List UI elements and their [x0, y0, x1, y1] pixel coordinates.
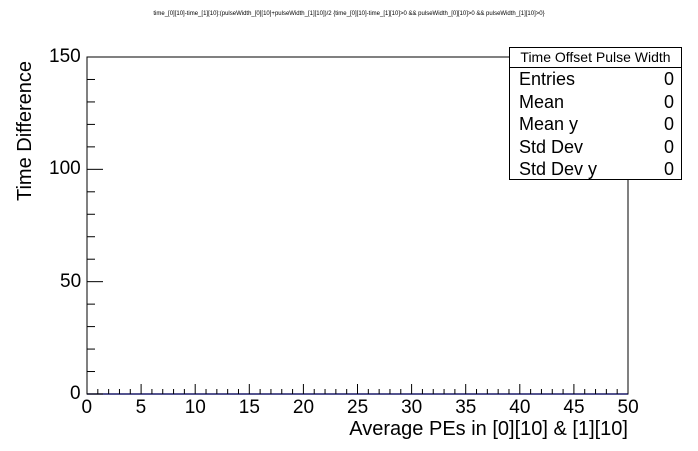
x-tick-label: 0	[81, 397, 93, 418]
stats-label-std-dev: Std Dev	[519, 136, 584, 157]
stats-row: Std Dev 0	[510, 136, 681, 159]
stats-value-std-dev-y: 0	[663, 159, 674, 179]
x-tick-label: 30	[401, 397, 423, 418]
x-tick-label: 5	[135, 397, 147, 418]
stats-row: Entries 0	[510, 68, 681, 91]
y-tick-label: 50	[60, 270, 82, 292]
stats-value-entries: 0	[663, 69, 674, 89]
y-tick-label: 100	[49, 158, 81, 180]
x-tick-label: 10	[184, 397, 206, 418]
stats-row: Mean 0	[510, 91, 681, 114]
y-axis-title: Time Difference	[14, 60, 36, 201]
stats-value-std-dev: 0	[663, 136, 674, 157]
x-tick-label: 15	[238, 397, 260, 418]
x-axis-title: Average PEs in [0][10] & [1][10]	[349, 418, 628, 440]
stats-value-mean: 0	[663, 91, 674, 112]
x-tick-label: 40	[509, 397, 531, 418]
x-tick-label: 20	[292, 397, 315, 418]
stats-label-std-dev-y: Std Dev y	[519, 159, 598, 179]
stats-label-mean-y: Mean y	[519, 114, 579, 134]
stats-label-mean: Mean	[519, 91, 565, 112]
x-tick-label: 45	[563, 397, 585, 418]
x-tick-label: 35	[455, 397, 477, 418]
stats-row: Std Dev y 0	[510, 158, 681, 181]
stats-box: Time Offset Pulse Width Entries 0 Mean 0…	[509, 47, 682, 180]
stats-value-mean-y: 0	[663, 114, 674, 134]
x-tick-label: 50	[617, 397, 639, 418]
stats-label-entries: Entries	[519, 69, 576, 89]
x-tick-label: 25	[347, 397, 369, 418]
page-title: time_[0][10]-time_[1][10]:(pulseWidth_[0…	[153, 11, 545, 17]
stats-title: Time Offset Pulse Width	[510, 48, 681, 68]
y-tick-label: 0	[70, 383, 81, 404]
y-tick-label: 150	[49, 46, 81, 67]
stats-row: Mean y 0	[510, 113, 681, 136]
